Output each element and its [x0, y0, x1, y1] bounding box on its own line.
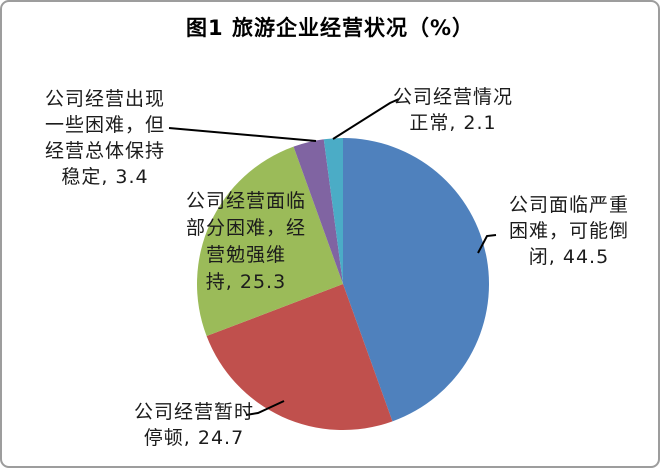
- pie-slice-1: [206, 284, 393, 431]
- leader-line-severe: [477, 234, 497, 254]
- callout-label-severe: 公司面临严重 困难，可能倒 闭, 44.5: [508, 194, 629, 268]
- leader-lines: [168, 98, 497, 416]
- callout-label-partial: 公司经营面临 部分困难，经 营勉强维 持, 25.3: [185, 190, 306, 293]
- leader-line-paused: [245, 400, 285, 416]
- pie: [196, 138, 490, 431]
- callout-label-some-difficulty: 公司经营出现 一些困难，但 经营总体保持 稳定, 3.4: [44, 88, 165, 188]
- callout-label-paused: 公司经营暂时 停顿, 24.7: [133, 401, 254, 449]
- pie-slice-3: [293, 139, 343, 284]
- leader-line-normal: [332, 98, 400, 140]
- pie-slice-4: [323, 138, 343, 284]
- pie-slice-0: [343, 138, 490, 422]
- callout-label-normal: 公司经营情况 正常, 2.1: [392, 86, 513, 134]
- pie-slice-2: [196, 146, 343, 337]
- leader-line-some-difficulty: [168, 127, 317, 142]
- chart-title: 图1 旅游企业经营状况（%）: [186, 16, 474, 40]
